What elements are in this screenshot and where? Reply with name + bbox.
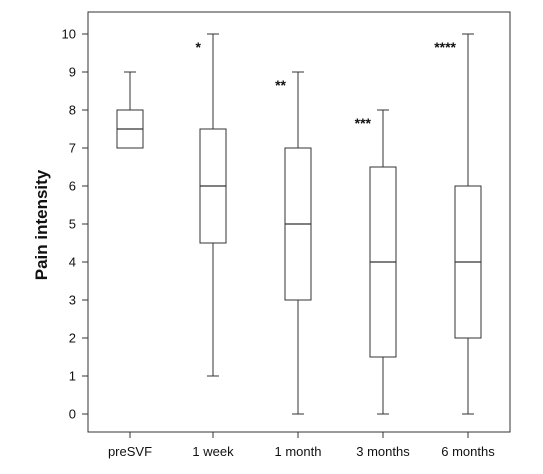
x-tick-label: 1 week	[192, 444, 234, 459]
y-tick-label: 4	[69, 255, 76, 270]
y-axis: 0 1 2 3 4 5 6 7 8 9 10	[62, 27, 88, 422]
significance-label: *	[196, 39, 202, 55]
x-tick-label: 1 month	[275, 444, 322, 459]
box-1-week: *	[196, 33, 227, 377]
boxes-group: **********	[116, 33, 482, 415]
x-tick-label: 3 months	[356, 444, 410, 459]
y-tick-label: 9	[69, 65, 76, 80]
y-tick-label: 1	[69, 369, 76, 384]
significance-label: ****	[434, 39, 456, 55]
y-tick-label: 6	[69, 179, 76, 194]
box-1-month: **	[275, 71, 312, 415]
significance-label: **	[275, 77, 286, 93]
y-tick-label: 7	[69, 141, 76, 156]
plot-frame	[87, 11, 511, 433]
y-tick-label: 0	[69, 407, 76, 422]
box-6-months: ****	[434, 33, 482, 415]
x-tick-label: 6 months	[441, 444, 495, 459]
y-tick-label: 10	[62, 27, 76, 42]
x-tick-label: preSVF	[108, 444, 152, 459]
y-tick-label: 5	[69, 217, 76, 232]
y-tick-label: 2	[69, 331, 76, 346]
y-axis-title: Pain intensity	[32, 169, 51, 280]
box-presvf	[116, 71, 144, 149]
y-tick-label: 8	[69, 103, 76, 118]
x-axis: preSVF 1 week 1 month 3 months 6 months	[108, 432, 495, 459]
y-tick-label: 3	[69, 293, 76, 308]
box-3-months: ***	[355, 109, 397, 415]
significance-label: ***	[355, 115, 372, 131]
